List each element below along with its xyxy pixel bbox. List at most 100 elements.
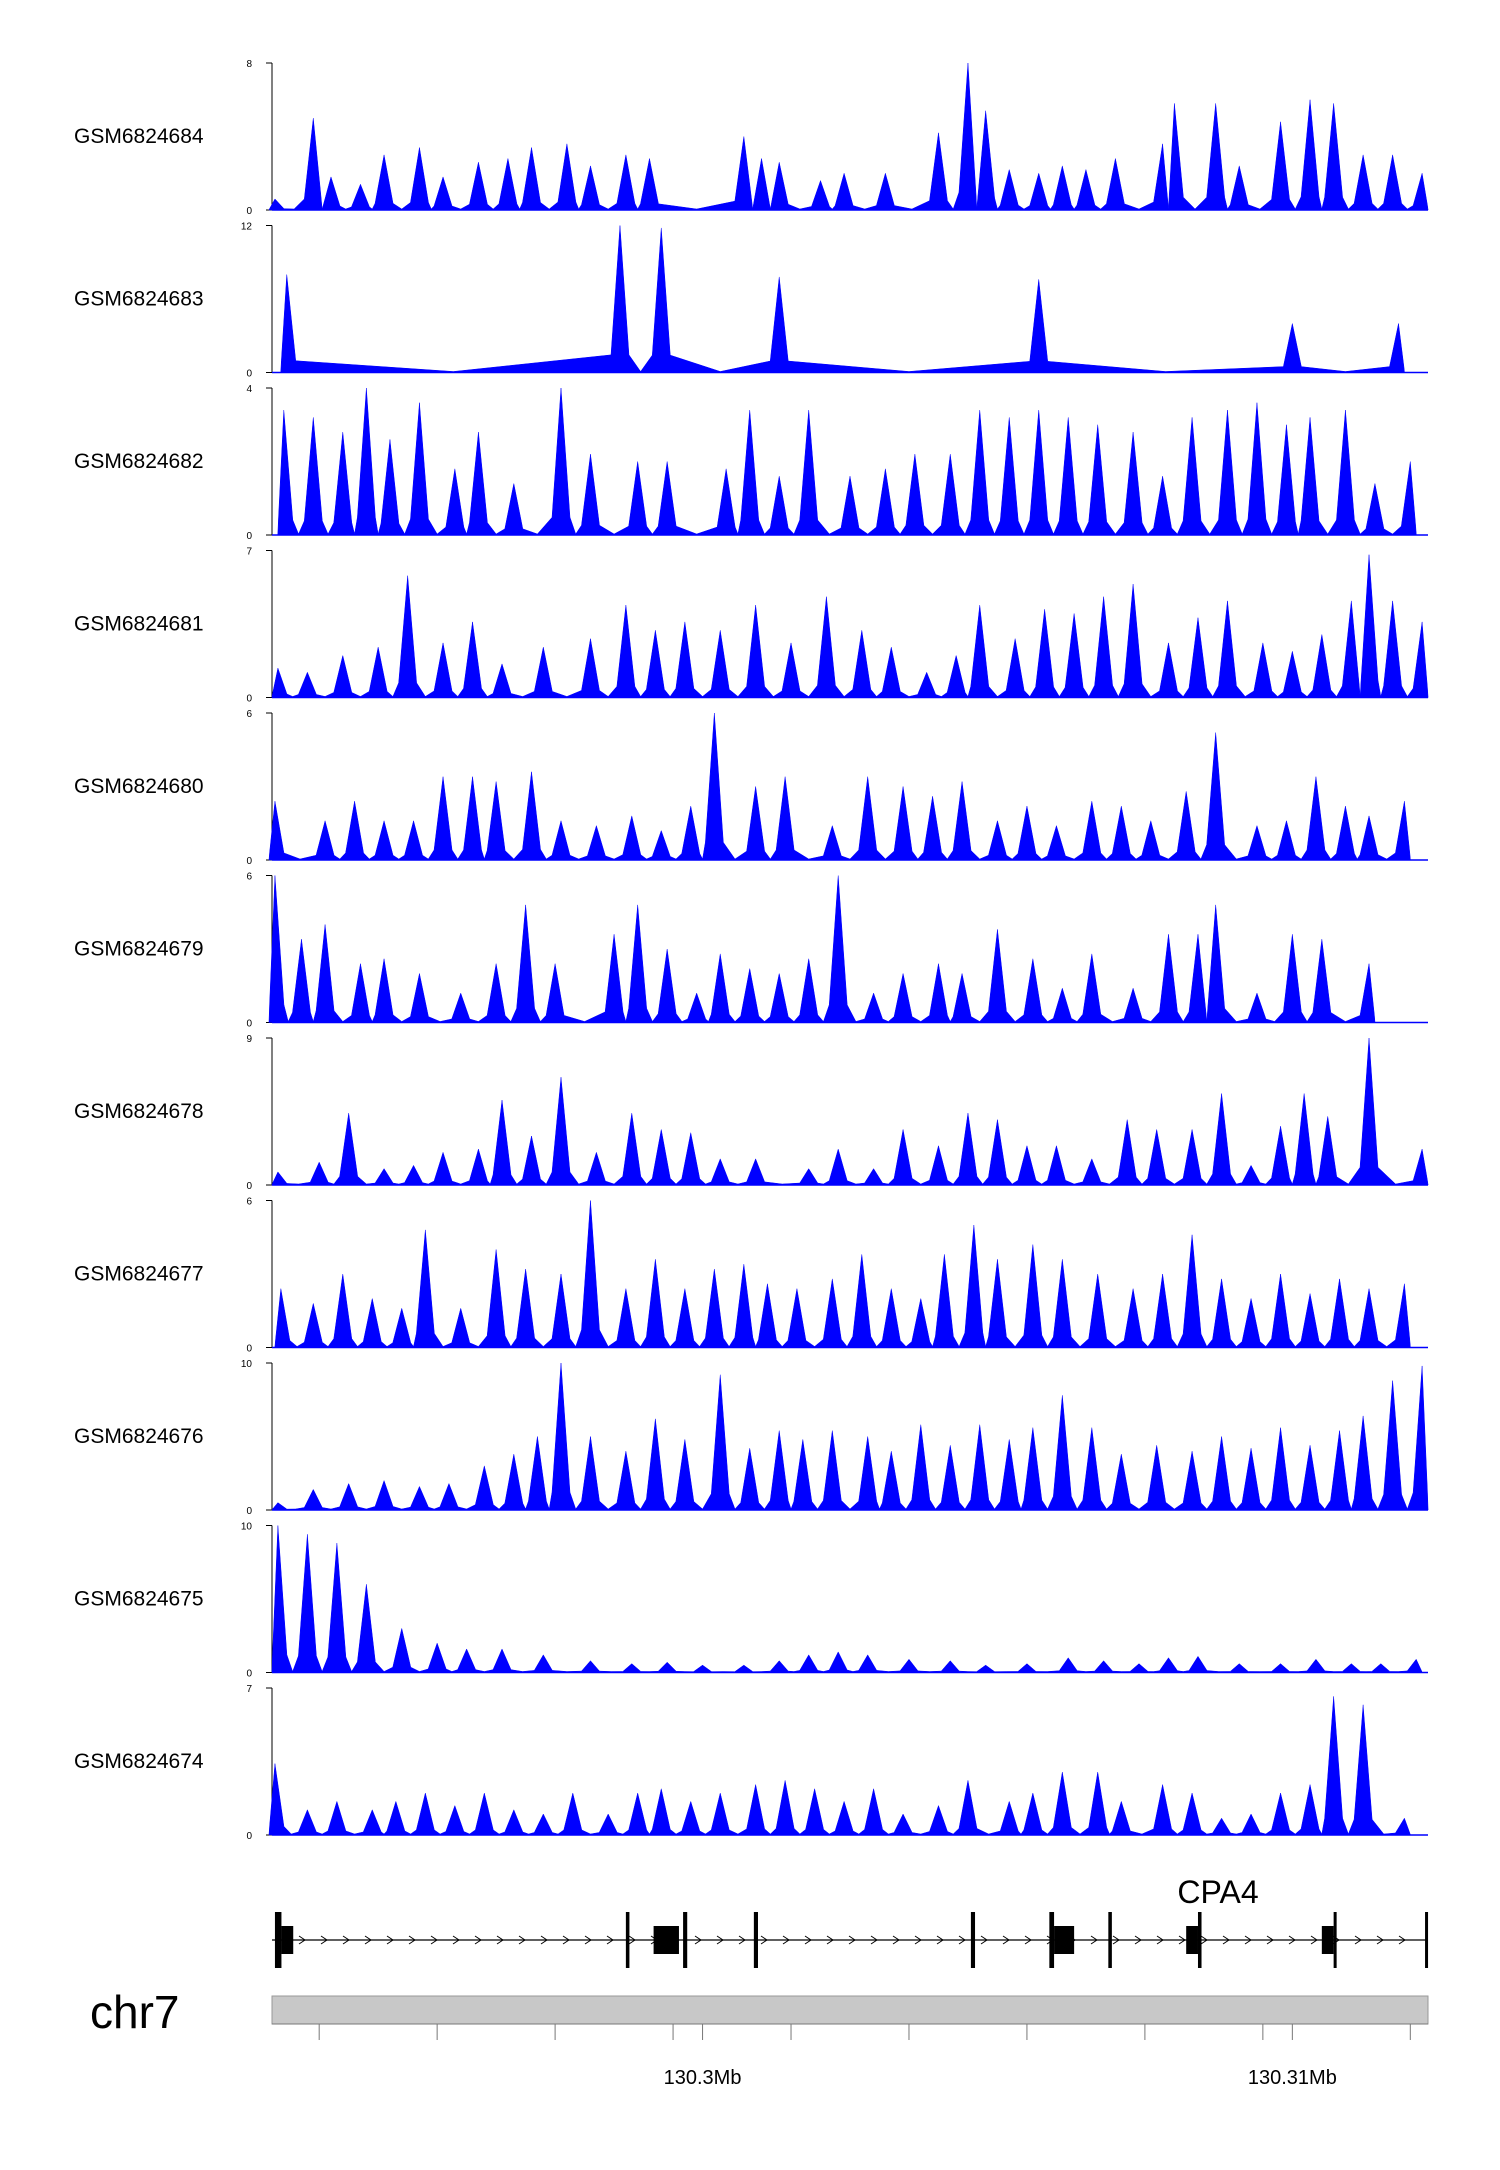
strand-arrow — [452, 1935, 460, 1945]
exon-boundary — [1197, 1912, 1202, 1968]
strand-arrow — [584, 1935, 592, 1945]
track-label: GSM6824683 — [74, 288, 204, 311]
exon-boundary — [1049, 1912, 1055, 1968]
strand-arrow — [1376, 1935, 1384, 1945]
chromosome-label: chr7 — [90, 1986, 179, 2038]
y-tick-label-zero: 0 — [246, 1344, 252, 1355]
strand-arrow — [364, 1935, 372, 1945]
track-label: GSM6824678 — [74, 1100, 204, 1123]
gene-name-label: CPA4 — [1177, 1874, 1258, 1910]
exon-coding — [1321, 1926, 1334, 1954]
strand-arrow — [474, 1935, 482, 1945]
y-tick-label-max: 8 — [246, 59, 252, 70]
signal-area-GSM6824678 — [271, 1037, 1429, 1186]
strand-arrow — [782, 1935, 790, 1945]
exon-boundary — [1333, 1912, 1337, 1968]
y-tick-label-zero: 0 — [246, 1506, 252, 1517]
strand-arrow — [716, 1935, 724, 1945]
track-label: GSM6824680 — [74, 775, 204, 798]
strand-arrow — [1090, 1935, 1098, 1945]
strand-arrow — [958, 1935, 966, 1945]
y-tick-label-zero: 0 — [246, 1831, 252, 1842]
strand-arrow — [738, 1935, 746, 1945]
strand-arrow — [320, 1935, 328, 1945]
signal-area-GSM6824679 — [268, 875, 1376, 1023]
track-label: GSM6824676 — [74, 1425, 204, 1448]
strand-arrow — [430, 1935, 438, 1945]
strand-arrow — [694, 1935, 702, 1945]
strand-arrow — [760, 1935, 768, 1945]
chromosome-ideogram — [271, 1995, 1429, 2025]
strand-arrow — [342, 1935, 350, 1945]
y-tick-label-zero: 0 — [246, 369, 252, 380]
strand-arrow — [1134, 1935, 1142, 1945]
y-tick-label-max: 10 — [241, 1359, 253, 1370]
signal-area-GSM6824676 — [271, 1362, 1429, 1511]
strand-arrow — [1156, 1935, 1164, 1945]
exon-coding — [653, 1926, 660, 1954]
exon-boundary — [970, 1912, 976, 1968]
y-tick-label-zero: 0 — [246, 856, 252, 867]
y-tick-label-zero: 0 — [246, 1669, 252, 1680]
y-tick-label-max: 4 — [246, 384, 252, 395]
track-label: GSM6824684 — [74, 125, 204, 148]
track-label: GSM6824674 — [74, 1750, 204, 1773]
strand-arrow — [1200, 1935, 1208, 1945]
exon-boundary — [1108, 1912, 1112, 1968]
y-tick-label-max: 7 — [246, 1684, 252, 1695]
exon-coding — [1186, 1926, 1198, 1954]
strand-arrow — [408, 1935, 416, 1945]
y-tick-label-zero: 0 — [246, 531, 252, 542]
strand-arrow — [980, 1935, 988, 1945]
signal-area-GSM6824683 — [280, 225, 1405, 373]
strand-arrow — [1288, 1935, 1296, 1945]
y-tick-label-max: 10 — [241, 1522, 253, 1533]
strand-arrow — [628, 1935, 636, 1945]
y-tick-label-zero: 0 — [246, 206, 252, 217]
track-label: GSM6824675 — [74, 1588, 204, 1611]
y-tick-label-zero: 0 — [246, 1181, 252, 1192]
strand-arrow — [1266, 1935, 1274, 1945]
signal-area-GSM6824674 — [268, 1696, 1411, 1836]
exon-boundary — [274, 1912, 282, 1968]
x-tick-label: 130.3Mb — [664, 2067, 742, 2089]
y-tick-label-max: 6 — [246, 1197, 252, 1208]
strand-arrow — [606, 1935, 614, 1945]
strand-arrow — [804, 1935, 812, 1945]
exon-coding — [281, 1926, 294, 1954]
exon-boundary — [625, 1912, 630, 1968]
exon-coding — [1054, 1926, 1075, 1954]
strand-arrow — [1398, 1935, 1406, 1945]
signal-area-GSM6824677 — [274, 1200, 1411, 1348]
signal-area-GSM6824680 — [268, 712, 1411, 861]
strand-arrow — [562, 1935, 570, 1945]
strand-arrow — [386, 1935, 394, 1945]
strand-arrow — [848, 1935, 856, 1945]
y-tick-label-max: 6 — [246, 709, 252, 720]
strand-arrow — [1244, 1935, 1252, 1945]
signal-area-GSM6824684 — [268, 62, 1429, 211]
strand-arrow — [540, 1935, 548, 1945]
track-label: GSM6824681 — [74, 613, 204, 636]
exon-boundary — [753, 1912, 758, 1968]
strand-arrow — [1002, 1935, 1010, 1945]
track-label: GSM6824682 — [74, 450, 204, 473]
strand-arrow — [1024, 1935, 1032, 1945]
exon-boundary — [1425, 1912, 1429, 1968]
x-tick-label: 130.31Mb — [1248, 2067, 1337, 2089]
strand-arrow — [870, 1935, 878, 1945]
y-tick-label-max: 6 — [246, 872, 252, 883]
exon-coding — [659, 1926, 679, 1954]
y-tick-label-max: 9 — [246, 1034, 252, 1045]
strand-arrow — [1112, 1935, 1120, 1945]
strand-arrow — [1222, 1935, 1230, 1945]
strand-arrow — [298, 1935, 306, 1945]
signal-area-GSM6824682 — [277, 387, 1417, 536]
y-tick-label-max: 7 — [246, 547, 252, 558]
strand-arrow — [518, 1935, 526, 1945]
y-tick-label-max: 12 — [241, 222, 253, 233]
strand-arrow — [1354, 1935, 1362, 1945]
track-label: GSM6824677 — [74, 1263, 204, 1286]
strand-arrow — [892, 1935, 900, 1945]
